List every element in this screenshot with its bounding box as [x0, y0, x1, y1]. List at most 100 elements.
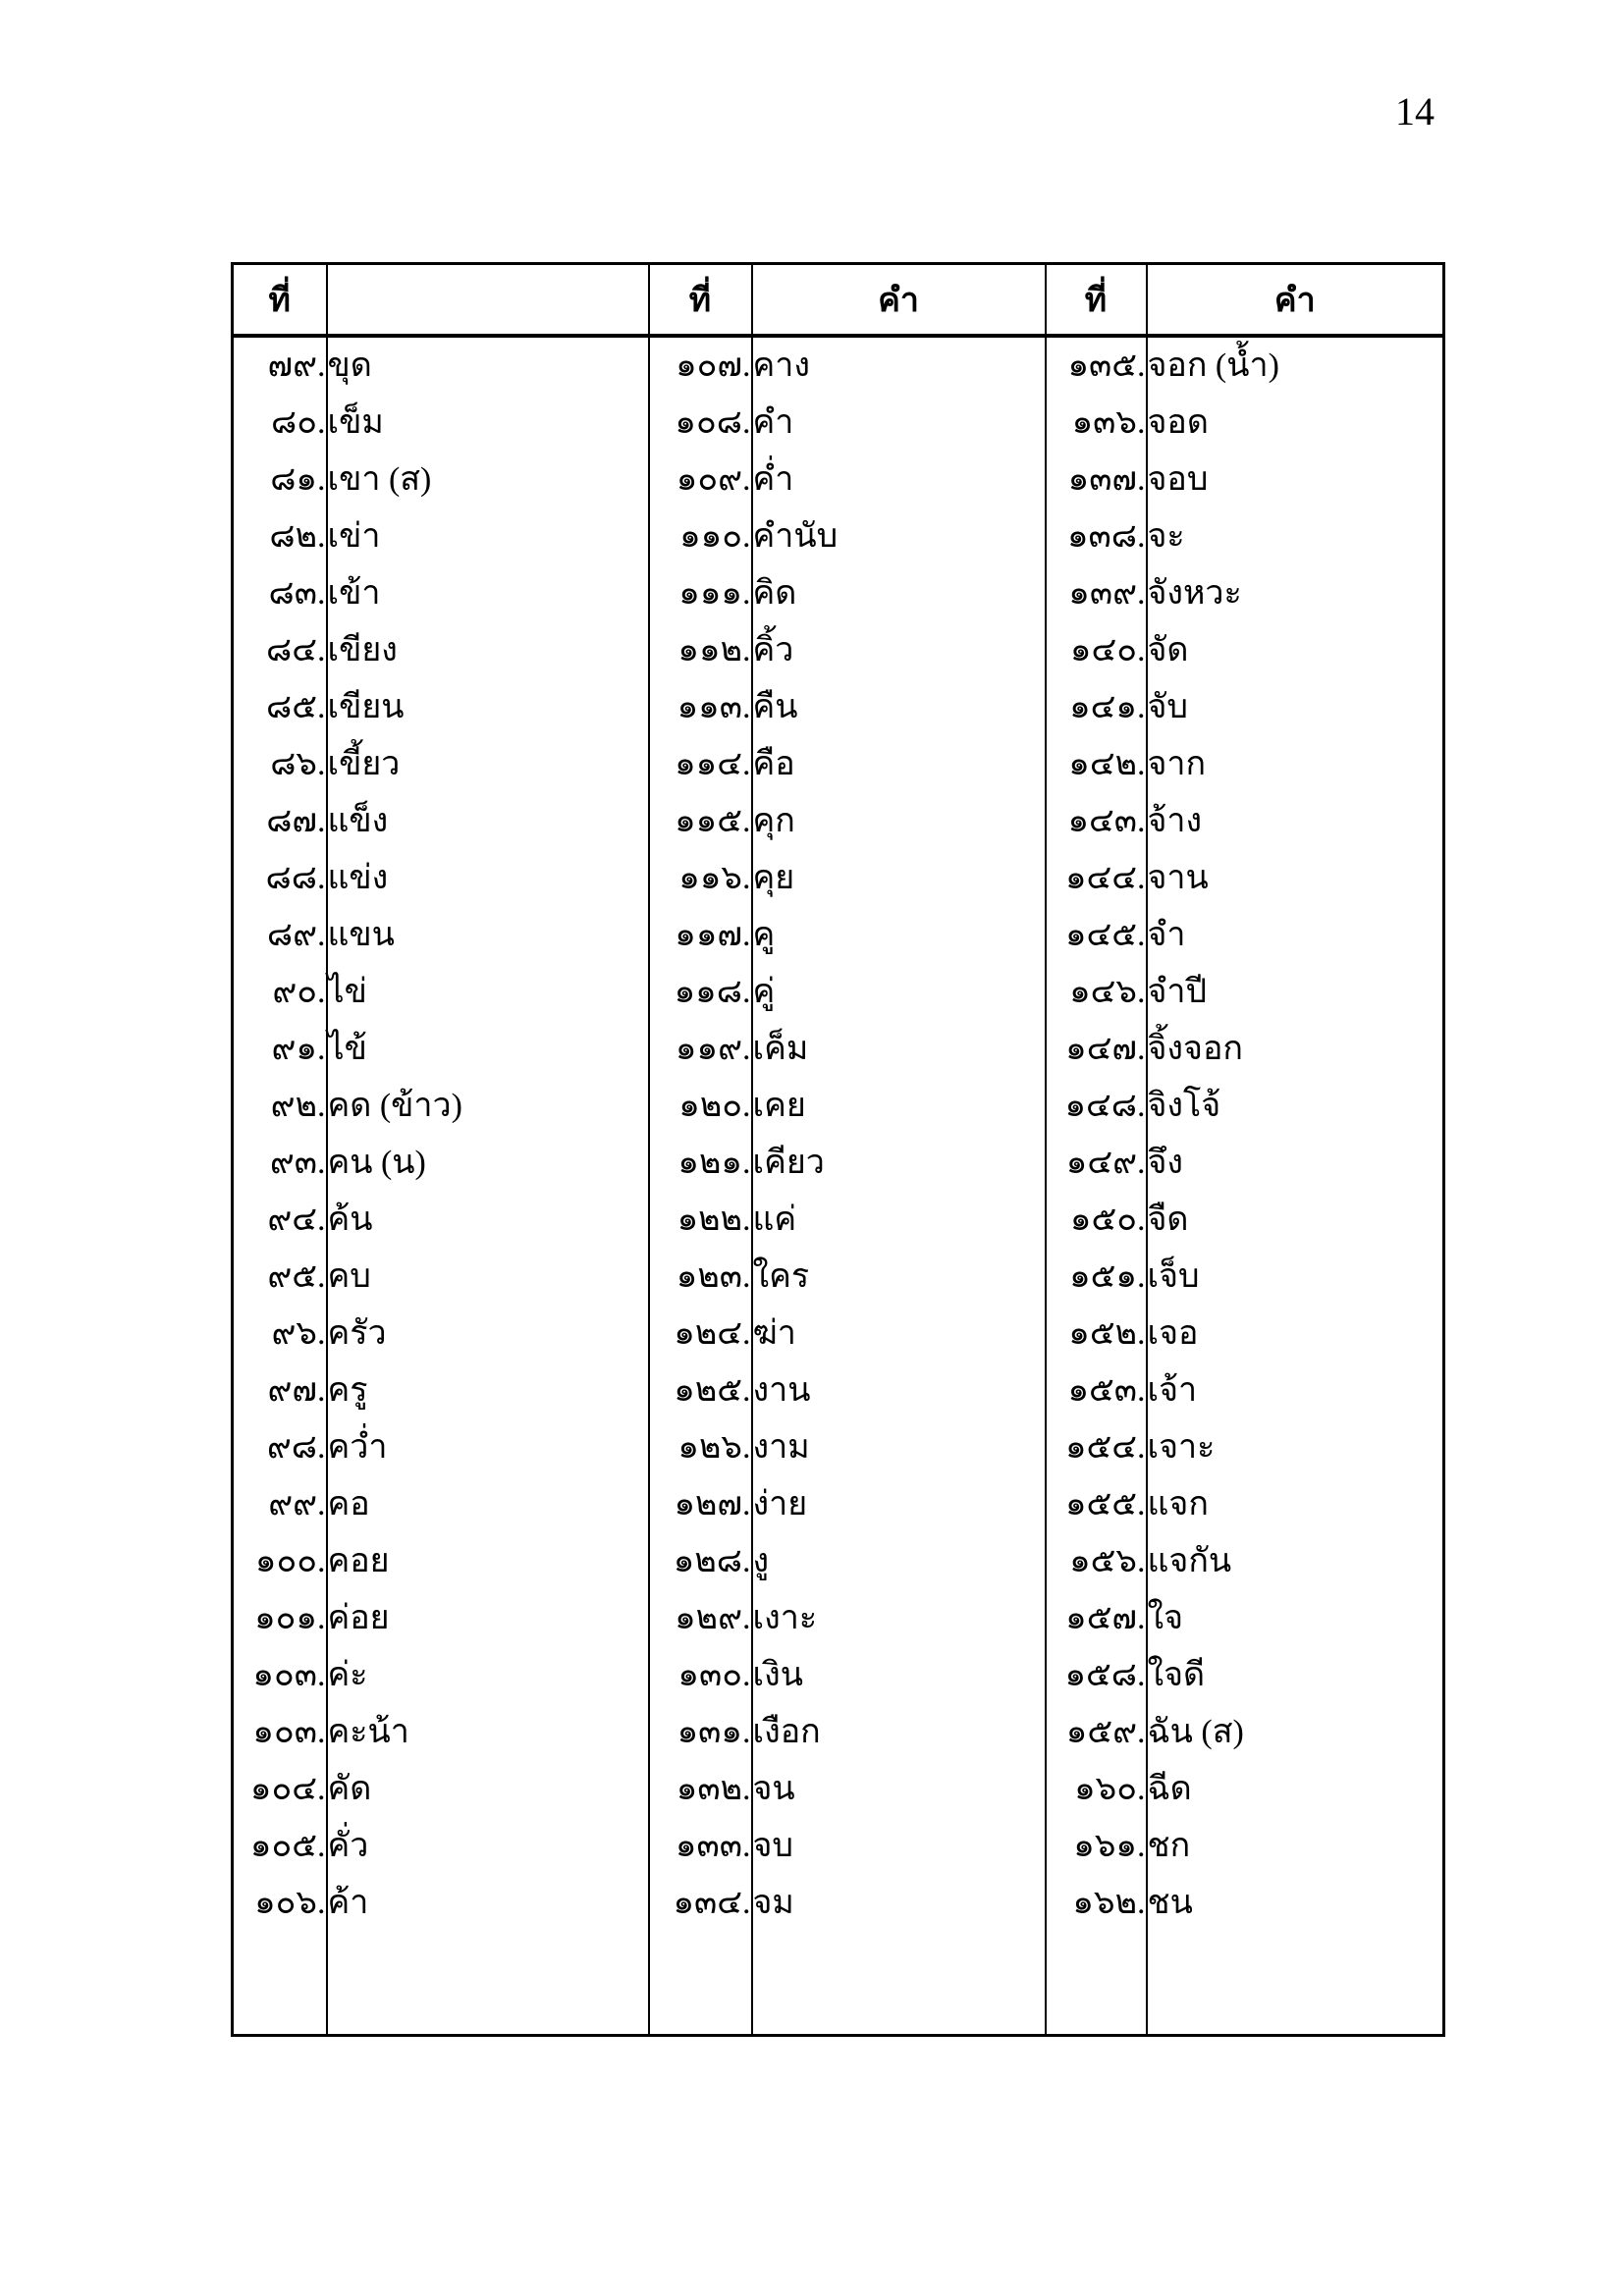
- row-number-cell: ๑๑๓.: [647, 679, 753, 736]
- row-word-cell: จังหวะ: [1145, 565, 1445, 622]
- row-number-cell: ๑๒๖.: [647, 1419, 753, 1476]
- row-number-cell: ๑๔๙.: [1044, 1135, 1148, 1192]
- row-word-cell: เขียง: [325, 622, 650, 679]
- spacer-cell: [1044, 1932, 1148, 2036]
- row-number-cell: ๑๔๓.: [1044, 793, 1148, 850]
- row-number-cell: ๑๕๓.: [1044, 1362, 1148, 1419]
- row-word-cell: แข่ง: [325, 850, 650, 907]
- row-word-cell: จะ: [1145, 508, 1445, 565]
- row-word-cell: จิ้งจอก: [1145, 1021, 1445, 1078]
- row-number-cell: ๑๑๘.: [647, 964, 753, 1021]
- row-word-cell: คืน: [750, 679, 1047, 736]
- row-number-cell: ๘๕.: [231, 679, 328, 736]
- header-no-1: ที่: [231, 263, 328, 338]
- table-row: ๗๙. ขุด ๑๐๗. คาง ๑๓๕. จอก (น้ำ): [231, 336, 1445, 395]
- row-number-cell: ๙๗.: [231, 1362, 328, 1419]
- row-word-cell: คะน้า: [325, 1704, 650, 1761]
- row-number-cell: ๑๔๐.: [1044, 622, 1148, 679]
- row-word-cell: จอก (น้ำ): [1145, 336, 1445, 395]
- row-number-cell: ๙๒.: [231, 1078, 328, 1135]
- row-word-cell: จับ: [1145, 679, 1445, 736]
- row-word-cell: เคียว: [750, 1135, 1047, 1192]
- table-row: ๑๐๕. คั่ว ๑๓๓. จบ ๑๖๑. ชก: [231, 1818, 1445, 1875]
- row-number-cell: ๘๑.: [231, 452, 328, 508]
- row-number-cell: ๑๒๐.: [647, 1078, 753, 1135]
- row-number-cell: ๑๐๐.: [231, 1533, 328, 1590]
- row-number-cell: ๑๒๙.: [647, 1590, 753, 1647]
- page-number: 14: [1395, 89, 1435, 133]
- row-number-cell: ๘๔.: [231, 622, 328, 679]
- row-number-cell: ๑๓๖.: [1044, 395, 1148, 452]
- row-word-cell: ชก: [1145, 1818, 1445, 1875]
- row-word-cell: เข่า: [325, 508, 650, 565]
- row-word-cell: ใจ: [1145, 1590, 1445, 1647]
- row-number-cell: ๑๕๗.: [1044, 1590, 1148, 1647]
- row-word-cell: เงิน: [750, 1647, 1047, 1704]
- row-number-cell: ๑๑๐.: [647, 508, 753, 565]
- row-word-cell: ง่าย: [750, 1476, 1047, 1533]
- row-word-cell: เขา (ส): [325, 452, 650, 508]
- row-word-cell: เข็ม: [325, 395, 650, 452]
- row-word-cell: จึง: [1145, 1135, 1445, 1192]
- row-word-cell: คือ: [750, 736, 1047, 793]
- row-word-cell: จัด: [1145, 622, 1445, 679]
- row-word-cell: เจาะ: [1145, 1419, 1445, 1476]
- row-number-cell: ๑๒๔.: [647, 1306, 753, 1362]
- row-number-cell: ๑๐๔.: [231, 1761, 328, 1818]
- row-number-cell: ๑๑๙.: [647, 1021, 753, 1078]
- header-word-2: คำ: [750, 263, 1047, 338]
- header-no-3: ที่: [1044, 263, 1148, 338]
- table-row: ๘๓. เข้า ๑๑๑. คิด ๑๓๙. จังหวะ: [231, 565, 1445, 622]
- row-word-cell: งาน: [750, 1362, 1047, 1419]
- table-row: ๑๐๓. ค่ะ ๑๓๐. เงิน ๑๕๘. ใจดี: [231, 1647, 1445, 1704]
- row-number-cell: ๑๓๕.: [1044, 336, 1148, 395]
- row-word-cell: ฉัน (ส): [1145, 1704, 1445, 1761]
- header-word-3: คำ: [1145, 263, 1445, 338]
- row-word-cell: จืด: [1145, 1192, 1445, 1249]
- header-row: ที่ ที่ คำ ที่ คำ: [231, 263, 1445, 338]
- row-number-cell: ๙๑.: [231, 1021, 328, 1078]
- row-number-cell: ๘๙.: [231, 907, 328, 964]
- row-number-cell: ๑๓๗.: [1044, 452, 1148, 508]
- row-word-cell: เข้า: [325, 565, 650, 622]
- row-number-cell: ๑๑๑.: [647, 565, 753, 622]
- row-word-cell: เค็ม: [750, 1021, 1047, 1078]
- row-word-cell: ค่อย: [325, 1590, 650, 1647]
- row-number-cell: ๑๑๕.: [647, 793, 753, 850]
- row-word-cell: เคย: [750, 1078, 1047, 1135]
- row-word-cell: คอย: [325, 1533, 650, 1590]
- row-number-cell: ๑๐๓.: [231, 1647, 328, 1704]
- row-number-cell: ๑๖๑.: [1044, 1818, 1148, 1875]
- row-number-cell: ๘๖.: [231, 736, 328, 793]
- table-row: ๙๗. ครู ๑๒๕. งาน ๑๕๓. เจ้า: [231, 1362, 1445, 1419]
- row-word-cell: จม: [750, 1875, 1047, 1932]
- row-word-cell: งู: [750, 1533, 1047, 1590]
- row-number-cell: ๙๐.: [231, 964, 328, 1021]
- row-word-cell: ค่ำ: [750, 452, 1047, 508]
- table-row: ๙๒. คด (ข้าว) ๑๒๐. เคย ๑๔๘. จิงโจ้: [231, 1078, 1445, 1135]
- row-number-cell: ๑๒๓.: [647, 1249, 753, 1306]
- row-word-cell: จ้าง: [1145, 793, 1445, 850]
- row-word-cell: ครัว: [325, 1306, 650, 1362]
- row-number-cell: ๑๖๒.: [1044, 1875, 1148, 1932]
- row-number-cell: ๑๒๕.: [647, 1362, 753, 1419]
- table-row: ๙๕. คบ ๑๒๓. ใคร ๑๕๑. เจ็บ: [231, 1249, 1445, 1306]
- row-number-cell: ๑๔๖.: [1044, 964, 1148, 1021]
- row-number-cell: ๙๘.: [231, 1419, 328, 1476]
- row-word-cell: จอบ: [1145, 452, 1445, 508]
- row-number-cell: ๑๔๔.: [1044, 850, 1148, 907]
- row-word-cell: จำ: [1145, 907, 1445, 964]
- table-row: ๘๖. เขี้ยว ๑๑๔. คือ ๑๔๒. จาก: [231, 736, 1445, 793]
- table-row: ๙๓. คน (น) ๑๒๑. เคียว ๑๔๙. จึง: [231, 1135, 1445, 1192]
- table-row: ๙๙. คอ ๑๒๗. ง่าย ๑๕๕. แจก: [231, 1476, 1445, 1533]
- row-word-cell: จิงโจ้: [1145, 1078, 1445, 1135]
- row-word-cell: เขียน: [325, 679, 650, 736]
- row-word-cell: คัด: [325, 1761, 650, 1818]
- table-row: ๙๘. คว่ำ ๑๒๖. งาม ๑๕๔. เจาะ: [231, 1419, 1445, 1476]
- row-word-cell: ไข้: [325, 1021, 650, 1078]
- row-number-cell: ๑๐๕.: [231, 1818, 328, 1875]
- table-row: ๘๕. เขียน ๑๑๓. คืน ๑๔๑. จับ: [231, 679, 1445, 736]
- row-number-cell: ๑๓๔.: [647, 1875, 753, 1932]
- table-row: ๘๒. เข่า ๑๑๐. คำนับ ๑๓๘. จะ: [231, 508, 1445, 565]
- row-word-cell: แข็ง: [325, 793, 650, 850]
